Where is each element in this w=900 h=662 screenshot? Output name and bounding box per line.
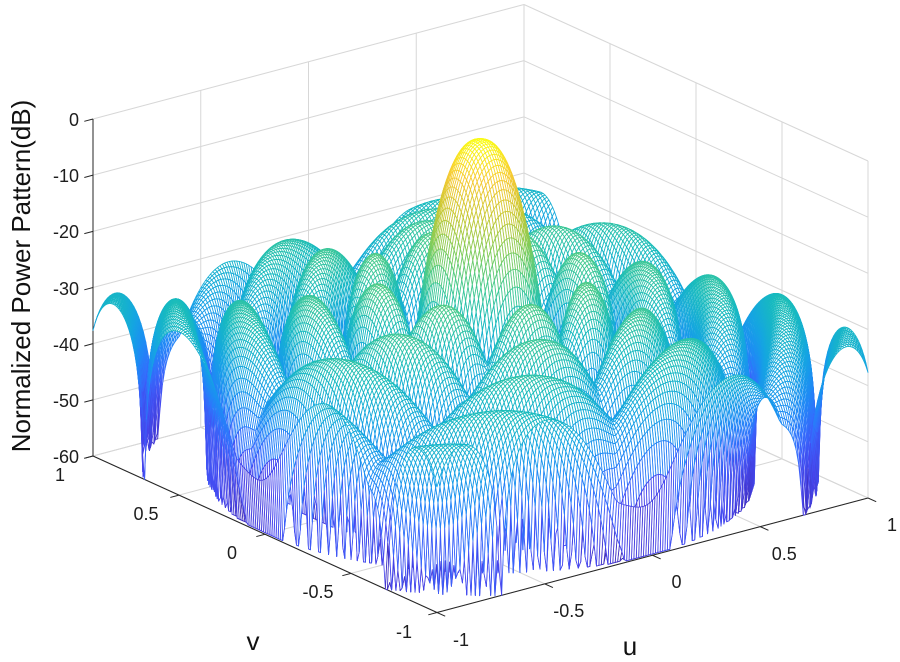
x-axis-label: u: [622, 631, 638, 661]
z-tick-label: -60: [52, 447, 79, 467]
z-tick-label: -10: [52, 166, 79, 187]
y-tick-label: 0: [226, 543, 238, 564]
z-tick-label: -50: [52, 390, 79, 411]
x-tick-label: 0.5: [771, 543, 797, 564]
x-tick-label: 0: [671, 572, 682, 593]
y-tick-label: -0.5: [302, 582, 334, 603]
z-tick-label: -30: [52, 278, 79, 299]
x-tick-label: 1: [886, 515, 898, 535]
y-tick-label: 0.5: [133, 504, 159, 525]
z-tick-label: -40: [52, 334, 79, 355]
z-tick-label: 0: [68, 110, 79, 130]
y-axis-label: v: [246, 626, 260, 656]
x-tick-label: -0.5: [553, 600, 585, 621]
y-tick-label: 1: [54, 465, 66, 485]
x-tick-label: -1: [452, 629, 470, 650]
z-tick-label: -20: [52, 222, 79, 243]
y-tick-label: -1: [395, 621, 413, 642]
z-axis-label: Normalized Power Pattern(dB): [6, 99, 36, 453]
